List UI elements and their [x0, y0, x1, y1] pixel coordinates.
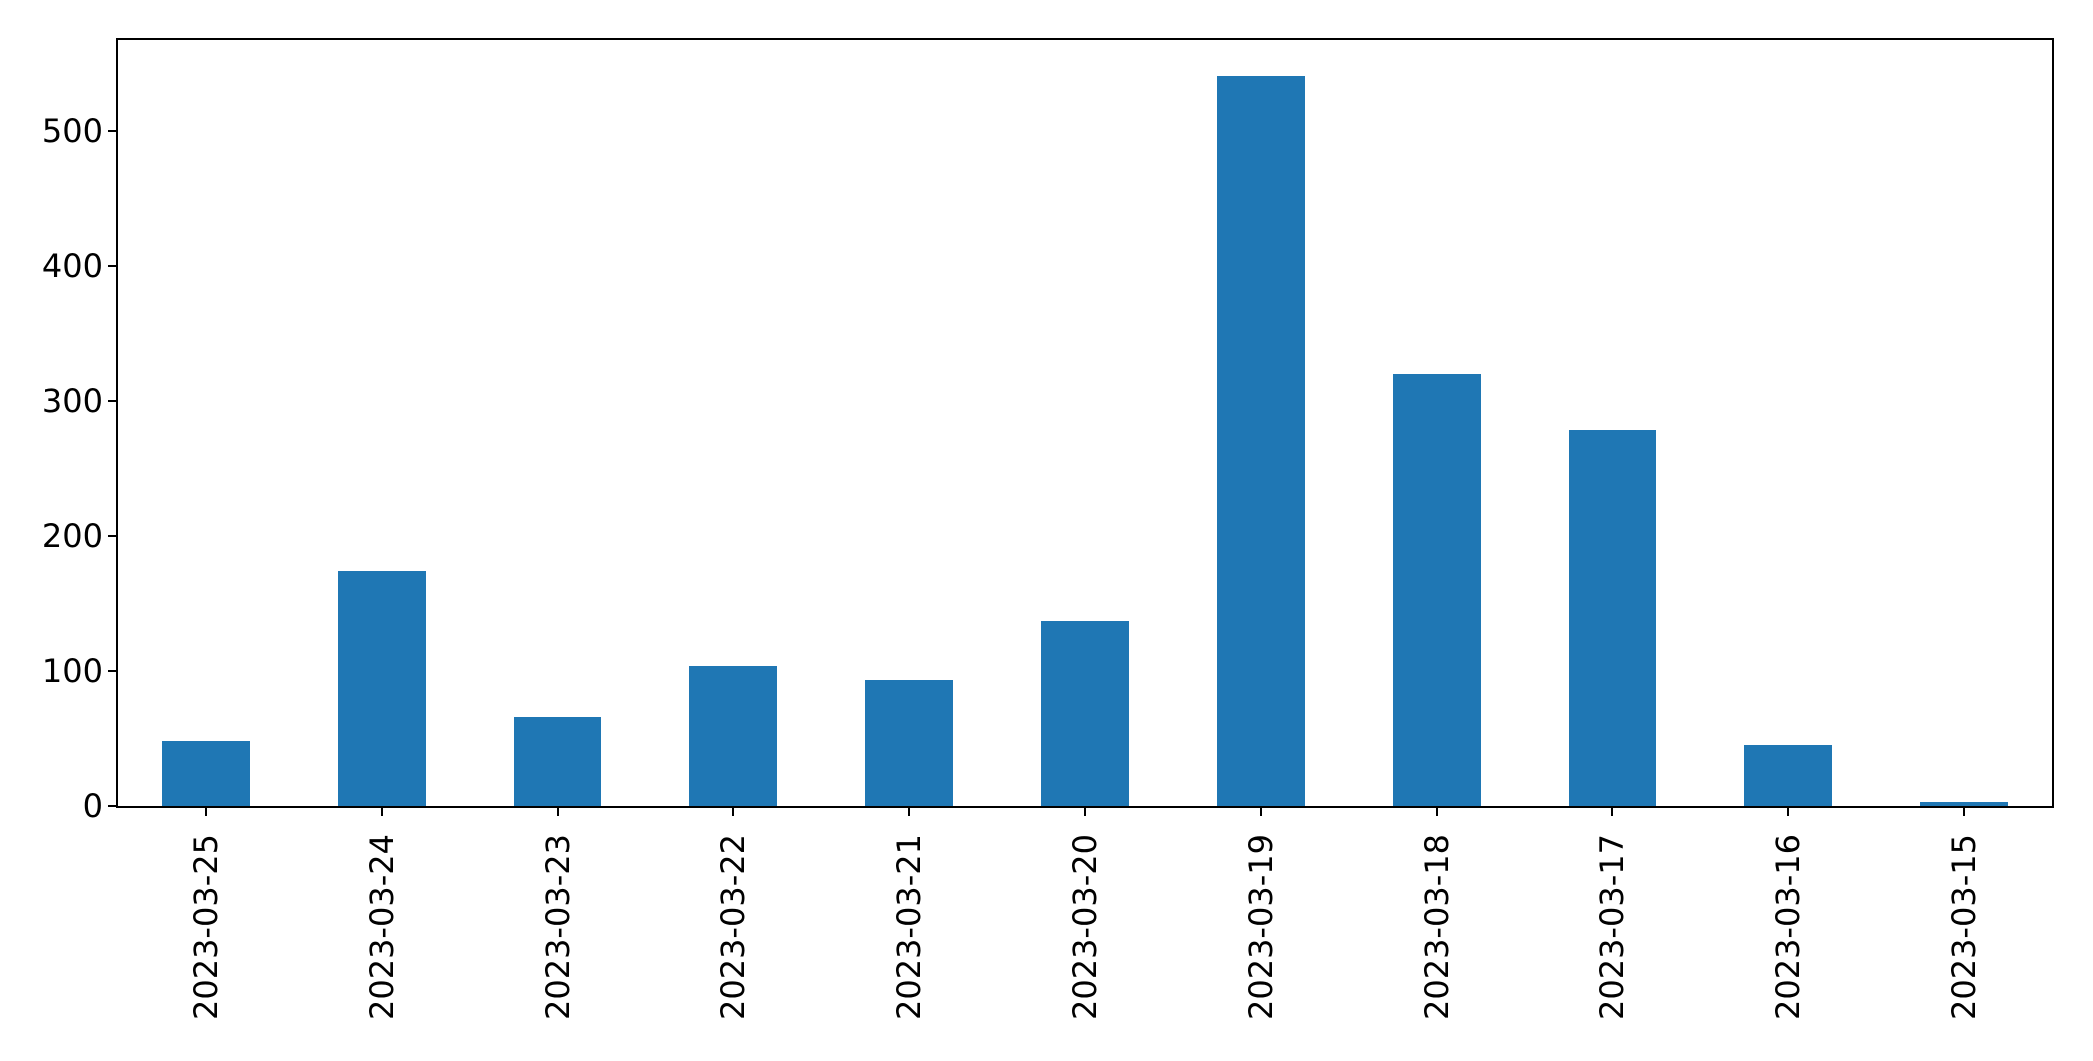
bars-container	[118, 40, 2052, 806]
x-tick-label: 2023-03-21	[890, 834, 929, 1020]
x-axis-tick	[1963, 808, 1966, 816]
x-axis-tick	[1611, 808, 1614, 816]
bar-2023-03-24	[337, 570, 426, 806]
bar-2023-03-22	[689, 665, 778, 806]
y-tick-label: 500	[41, 111, 103, 150]
x-tick-label: 2023-03-19	[1241, 834, 1280, 1020]
x-axis-tick	[1259, 808, 1262, 816]
x-axis-tick	[908, 808, 911, 816]
x-tick-label: 2023-03-23	[538, 834, 577, 1020]
x-axis-tick	[1787, 808, 1790, 816]
x-axis-tick	[556, 808, 559, 816]
bar-2023-03-19	[1216, 76, 1305, 806]
bar-2023-03-21	[865, 680, 954, 806]
x-tick-label: 2023-03-20	[1066, 834, 1104, 1020]
x-tick-label: 2023-03-18	[1417, 834, 1456, 1020]
x-tick-label: 2023-03-16	[1769, 834, 1808, 1020]
x-tick-label: 2023-03-15	[1945, 834, 1984, 1020]
x-axis-tick	[380, 808, 383, 816]
y-axis-tick	[108, 534, 116, 537]
plot-area	[116, 38, 2054, 808]
x-tick-label: 2023-03-17	[1593, 834, 1632, 1020]
y-tick-label: 100	[41, 651, 103, 690]
x-axis-tick	[732, 808, 735, 816]
y-tick-label: 300	[41, 381, 103, 420]
y-tick-label: 400	[41, 246, 103, 285]
y-axis-tick	[108, 129, 116, 132]
y-axis-tick	[108, 399, 116, 402]
x-axis-tick	[1435, 808, 1438, 816]
y-tick-label: 0	[82, 787, 103, 825]
y-axis-tick	[108, 669, 116, 672]
bar-2023-03-20	[1041, 620, 1129, 806]
bar-2023-03-17	[1568, 430, 1657, 806]
x-axis-tick	[204, 808, 207, 816]
y-axis-tick	[108, 264, 116, 267]
bar-2023-03-25	[161, 741, 250, 806]
x-tick-label: 2023-03-22	[714, 834, 753, 1020]
bar-2023-03-16	[1744, 745, 1833, 806]
bar-2023-03-18	[1392, 373, 1481, 806]
x-tick-label: 2023-03-25	[186, 834, 225, 1020]
bar-2023-03-23	[513, 716, 602, 806]
bar-2023-03-15	[1920, 801, 2009, 806]
y-tick-label: 200	[41, 516, 103, 555]
x-axis-tick	[1084, 808, 1086, 816]
y-axis-tick	[108, 805, 116, 807]
x-tick-label: 2023-03-24	[362, 834, 401, 1020]
